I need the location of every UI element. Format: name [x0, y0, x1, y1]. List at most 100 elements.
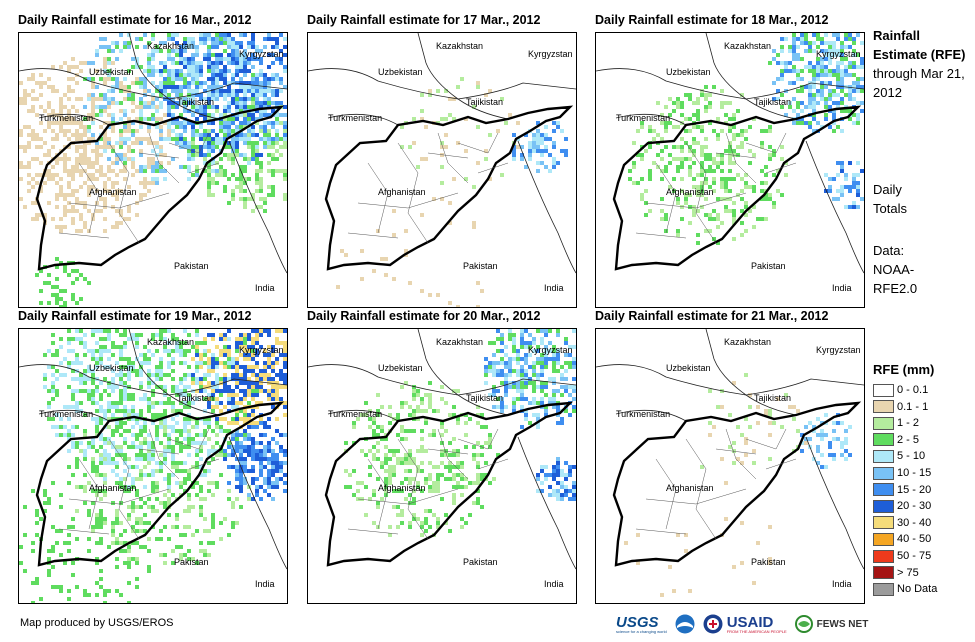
- panel-21-mar: Daily Rainfall estimate for 21 Mar., 201…: [595, 306, 865, 604]
- country-label-turkmenistan: Turkmenistan: [616, 409, 671, 419]
- side-daily: Daily Totals: [873, 182, 907, 216]
- legend-swatch: [873, 516, 894, 530]
- panel-title: Daily Rainfall estimate for 20 Mar., 201…: [307, 309, 541, 323]
- rainfall-map: Kazakhstan Kyrgyzstan Uzbekistan Tajikistan…: [307, 32, 577, 308]
- legend-item: 30 - 40: [873, 516, 931, 530]
- usgs-logo-text: USGS: [616, 613, 659, 631]
- legend-swatch: [873, 466, 894, 480]
- country-label-kyrgyzstan: Kyrgyzstan: [239, 49, 284, 59]
- country-label-uzbekistan: Uzbekistan: [666, 67, 711, 77]
- legend-item: 0.1 - 1: [873, 400, 928, 414]
- legend-label: 20 - 30: [897, 500, 932, 513]
- country-label-kyrgyzstan: Kyrgyzstan: [528, 49, 573, 59]
- legend-swatch: [873, 449, 894, 463]
- rainfall-map: Kazakhstan Kyrgyzstan Uzbekistan Tajikistan…: [595, 32, 865, 308]
- legend-swatch: [873, 433, 894, 447]
- usaid-seal-icon: [703, 614, 723, 634]
- afghanistan-border: [612, 105, 862, 271]
- afghanistan-border: [35, 105, 285, 271]
- afghanistan-border: [324, 401, 574, 567]
- country-label-turkmenistan: Turkmenistan: [616, 113, 671, 123]
- legend-label: 10 - 15: [897, 467, 932, 479]
- country-label-india: India: [832, 283, 852, 293]
- legend-item: 0 - 0.1: [873, 383, 928, 397]
- legend-swatch: [873, 383, 894, 397]
- country-label-turkmenistan: Turkmenistan: [39, 113, 94, 123]
- side-title: Rainfall Estimate (RFE) through Mar 21, …: [873, 26, 971, 102]
- country-label-india: India: [544, 579, 564, 589]
- country-label-kazakhstan: Kazakhstan: [147, 337, 195, 347]
- country-label-india: India: [255, 579, 275, 589]
- country-label-uzbekistan: Uzbekistan: [89, 67, 134, 77]
- panel-title: Daily Rainfall estimate for 16 Mar., 201…: [18, 13, 252, 27]
- country-label-tajikistan: Tajikistan: [466, 393, 504, 403]
- country-label-india: India: [544, 283, 564, 293]
- country-label-kyrgyzstan: Kyrgyzstan: [816, 345, 861, 355]
- legend-label: > 75: [897, 566, 919, 579]
- side-data-source: Data: NOAA-RFE2.0: [873, 243, 918, 296]
- country-label-india: India: [832, 579, 852, 589]
- legend-label: 2 - 5: [897, 433, 920, 446]
- logo-strip: USGS science for a changing world USAID …: [616, 610, 868, 638]
- country-label-pakistan: Pakistan: [463, 261, 498, 271]
- legend-label: 0 - 0.1: [897, 384, 929, 396]
- legend-item: 20 - 30: [873, 499, 931, 513]
- noaa-logo-icon: [675, 614, 695, 634]
- country-label-afghanistan: Afghanistan: [378, 483, 426, 493]
- country-label-afghanistan: Afghanistan: [89, 483, 137, 493]
- legend-swatch: [873, 416, 894, 430]
- legend-swatch: [873, 566, 894, 580]
- credit-text: Map produced by USGS/EROS: [20, 617, 174, 629]
- legend-item: 5 - 10: [873, 449, 925, 463]
- rainfall-map: Kazakhstan Kyrgyzstan Uzbekistan Tajikistan…: [595, 328, 865, 604]
- legend-label: 40 - 50: [897, 533, 932, 546]
- country-label-tajikistan: Tajikistan: [754, 97, 792, 107]
- country-label-pakistan: Pakistan: [174, 557, 209, 567]
- legend-item: 15 - 20: [873, 483, 931, 497]
- legend-swatch: [873, 582, 894, 596]
- legend-label: 50 - 75: [897, 550, 932, 562]
- legend-label: 1 - 2: [897, 417, 920, 430]
- legend-label: 0.1 - 1: [897, 400, 929, 413]
- country-label-kazakhstan: Kazakhstan: [147, 41, 195, 51]
- country-label-tajikistan: Tajikistan: [177, 97, 215, 107]
- legend-label: 15 - 20: [897, 483, 932, 496]
- country-label-kyrgyzstan: Kyrgyzstan: [239, 345, 284, 355]
- country-label-pakistan: Pakistan: [751, 261, 786, 271]
- fews-globe-icon: [794, 615, 813, 633]
- country-label-tajikistan: Tajikistan: [754, 393, 792, 403]
- legend-item: > 75: [873, 566, 919, 580]
- country-label-uzbekistan: Uzbekistan: [378, 67, 423, 77]
- panel-20-mar: Daily Rainfall estimate for 20 Mar., 201…: [307, 306, 577, 604]
- legend-item: 10 - 15: [873, 466, 931, 480]
- legend-swatch: [873, 483, 894, 497]
- country-label-turkmenistan: Turkmenistan: [39, 409, 94, 419]
- legend-item: 1 - 2: [873, 416, 919, 430]
- usgs-logo: USGS science for a changing world: [616, 615, 667, 634]
- country-label-kazakhstan: Kazakhstan: [724, 41, 772, 51]
- country-label-tajikistan: Tajikistan: [466, 97, 504, 107]
- country-label-kyrgyzstan: Kyrgyzstan: [816, 49, 861, 59]
- legend-item: No Data: [873, 582, 937, 596]
- side-title-bold: Rainfall Estimate (RFE): [873, 28, 966, 62]
- country-label-uzbekistan: Uzbekistan: [666, 363, 711, 373]
- legend-label: 30 - 40: [897, 516, 932, 529]
- country-label-turkmenistan: Turkmenistan: [328, 113, 383, 123]
- rainfall-map: Kazakhstan Kyrgyzstan Uzbekistan Tajikistan…: [18, 328, 288, 604]
- country-label-afghanistan: Afghanistan: [378, 187, 426, 197]
- usaid-logo: USAID FROM THE AMERICAN PEOPLE: [727, 615, 787, 634]
- panel-16-mar: Daily Rainfall estimate for 16 Mar., 201…: [18, 10, 288, 308]
- legend-label: No Data: [897, 583, 938, 596]
- legend-swatch: [873, 400, 894, 414]
- afghanistan-border: [324, 105, 574, 271]
- country-label-turkmenistan: Turkmenistan: [328, 409, 383, 419]
- legend-item: 40 - 50: [873, 532, 931, 546]
- legend-title: RFE (mm): [873, 362, 935, 377]
- country-label-uzbekistan: Uzbekistan: [89, 363, 134, 373]
- legend-label: 5 - 10: [897, 450, 926, 463]
- country-label-kazakhstan: Kazakhstan: [724, 337, 772, 347]
- fews-logo-text: FEWS NET: [816, 618, 869, 630]
- panel-19-mar: Daily Rainfall estimate for 19 Mar., 201…: [18, 306, 288, 604]
- country-label-afghanistan: Afghanistan: [666, 187, 714, 197]
- panel-18-mar: Daily Rainfall estimate for 18 Mar., 201…: [595, 10, 865, 308]
